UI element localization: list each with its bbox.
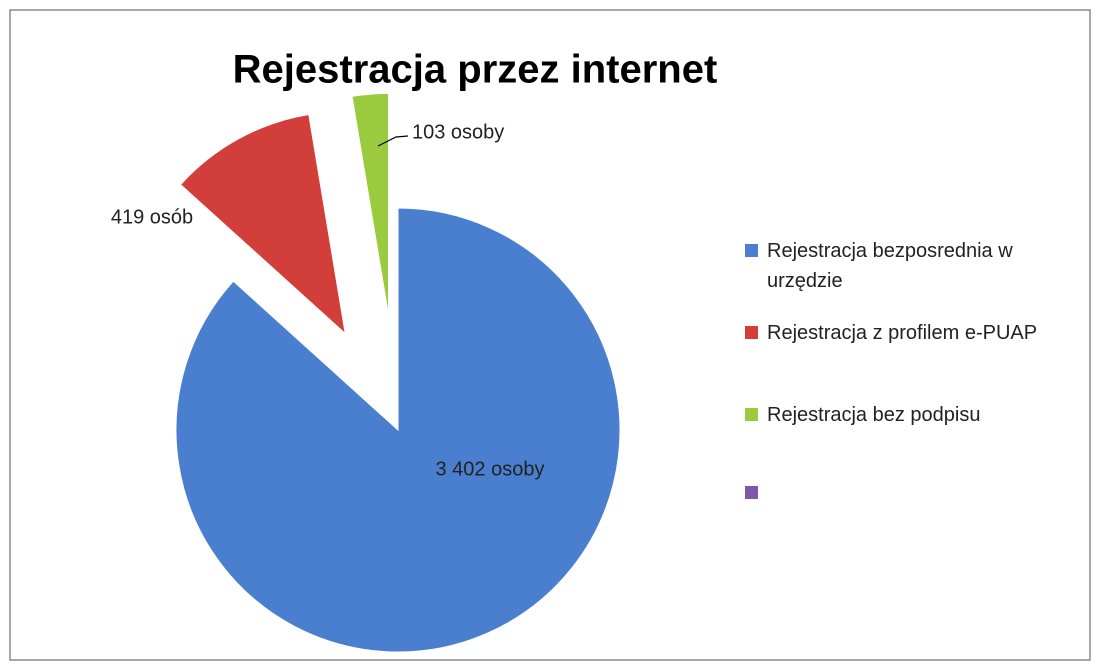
pie-slice — [351, 92, 390, 316]
legend-entry: Rejestracja bez podpisu — [745, 400, 1090, 430]
legend-swatch — [745, 486, 758, 499]
legend-label: Rejestracja z profilem e-PUAP — [767, 322, 1038, 344]
chart-title: Rejestracja przez internet — [233, 48, 718, 92]
legend-swatch — [745, 326, 758, 339]
legend-swatch — [745, 408, 758, 421]
legend-label: Rejestracja bezposrednia w urzędzie — [767, 240, 1013, 292]
legend-swatch — [745, 244, 758, 257]
legend-entry: Rejestracja bezposrednia w urzędzie — [745, 236, 1090, 296]
data-label: 103 osoby — [412, 121, 504, 143]
leader-line — [377, 135, 409, 147]
pie-slice — [179, 113, 346, 335]
pie-slice — [175, 207, 621, 653]
legend-entry: Rejestracja z profilem e-PUAP — [745, 318, 1090, 348]
data-label: 3 402 osoby — [436, 458, 545, 480]
data-label: 419 osób — [111, 206, 193, 228]
legend-label: Rejestracja bez podpisu — [767, 404, 981, 426]
